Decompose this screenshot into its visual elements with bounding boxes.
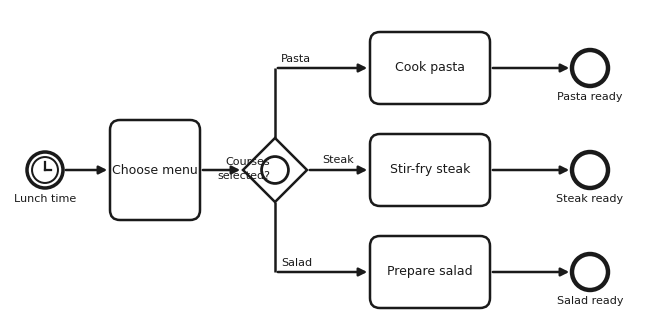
Circle shape xyxy=(27,152,63,188)
Circle shape xyxy=(262,157,288,184)
Text: Steak ready: Steak ready xyxy=(557,194,624,204)
Text: Pasta: Pasta xyxy=(281,54,311,64)
FancyBboxPatch shape xyxy=(110,120,200,220)
Text: Courses: Courses xyxy=(225,157,270,167)
Text: Prepare salad: Prepare salad xyxy=(387,266,473,279)
Text: Stir-fry steak: Stir-fry steak xyxy=(390,164,470,176)
Polygon shape xyxy=(243,138,307,202)
Circle shape xyxy=(572,50,608,86)
Text: Cook pasta: Cook pasta xyxy=(395,62,465,74)
Text: Choose menu: Choose menu xyxy=(112,164,198,176)
FancyBboxPatch shape xyxy=(370,32,490,104)
FancyBboxPatch shape xyxy=(370,236,490,308)
Circle shape xyxy=(572,254,608,290)
Circle shape xyxy=(32,157,58,183)
FancyBboxPatch shape xyxy=(370,134,490,206)
Text: Pasta ready: Pasta ready xyxy=(557,92,623,102)
Text: Salad ready: Salad ready xyxy=(557,296,623,306)
Text: Steak: Steak xyxy=(322,155,354,165)
Circle shape xyxy=(572,152,608,188)
Text: Salad: Salad xyxy=(281,258,312,268)
Text: Lunch time: Lunch time xyxy=(14,194,76,204)
Text: selected?: selected? xyxy=(217,171,270,181)
